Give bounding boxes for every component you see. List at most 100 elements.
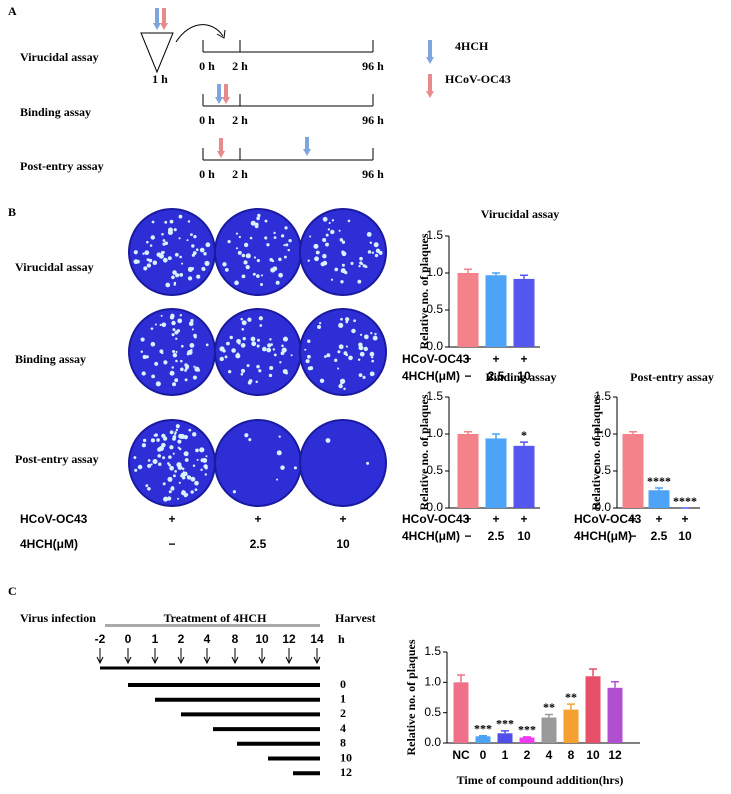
label: − xyxy=(464,369,471,383)
plaque xyxy=(172,349,176,354)
plaque xyxy=(200,468,203,472)
curved-arrow xyxy=(175,24,224,43)
arrow-shaft xyxy=(155,8,159,24)
label: + xyxy=(168,512,175,526)
plaque xyxy=(147,486,151,491)
plaque xyxy=(250,336,256,342)
label: + xyxy=(464,512,471,526)
plaque xyxy=(250,220,256,226)
plaque xyxy=(351,328,356,334)
arrow-head xyxy=(258,656,266,665)
plaque xyxy=(269,338,272,341)
plaque xyxy=(172,328,176,332)
plaque xyxy=(253,256,257,259)
plaque xyxy=(133,250,138,255)
plaque xyxy=(172,452,175,455)
plaque xyxy=(254,222,259,227)
plaque xyxy=(238,235,242,239)
plaque xyxy=(252,272,256,276)
plaque xyxy=(264,219,268,223)
plaque xyxy=(245,253,251,259)
plaque xyxy=(178,447,182,451)
plaque xyxy=(240,317,244,321)
label: C xyxy=(8,584,17,598)
bar xyxy=(497,733,513,743)
plaque xyxy=(326,353,331,358)
plaque xyxy=(256,364,260,369)
label: 1.5 xyxy=(426,228,443,242)
plaque xyxy=(178,237,181,240)
label: 0.5 xyxy=(426,302,443,316)
plaque xyxy=(171,366,174,369)
phase-band xyxy=(105,624,320,627)
plaque xyxy=(175,273,180,278)
plaque xyxy=(366,232,372,237)
label: NC xyxy=(452,748,470,762)
label: − xyxy=(168,537,175,551)
label: Treatment of 4HCH xyxy=(164,611,268,625)
plaque xyxy=(372,335,378,341)
label: Virucidal assay xyxy=(15,260,94,274)
label: 10 xyxy=(517,369,531,383)
label: Harvest xyxy=(335,611,376,625)
label: HCoV-OC43 xyxy=(20,512,88,526)
plaque xyxy=(189,343,195,348)
plaque xyxy=(293,466,297,470)
plaque xyxy=(357,279,362,284)
label: h xyxy=(338,632,345,646)
plaque xyxy=(154,433,158,437)
plaque xyxy=(142,252,145,255)
plaque xyxy=(338,344,344,350)
label: 8 xyxy=(232,632,239,646)
plaque xyxy=(273,231,276,235)
plaque xyxy=(240,372,244,376)
plaque xyxy=(304,348,307,351)
plaque xyxy=(288,239,292,243)
arrow-head xyxy=(303,149,311,156)
plaque xyxy=(280,465,285,470)
label: * xyxy=(521,428,527,442)
label: Post-entry assay xyxy=(20,159,104,173)
plaque xyxy=(271,259,275,263)
plaque xyxy=(307,259,310,262)
label: 0.0 xyxy=(424,735,441,749)
plaque xyxy=(193,333,197,338)
plaque xyxy=(260,274,264,277)
plaque xyxy=(161,232,164,236)
plaque xyxy=(199,247,205,253)
plaque xyxy=(358,264,361,268)
plaque xyxy=(269,365,274,371)
label: 12 xyxy=(282,632,296,646)
plaque xyxy=(362,375,366,379)
plaque xyxy=(317,325,322,329)
plaque xyxy=(272,348,276,351)
plaque xyxy=(151,374,156,379)
plaque xyxy=(222,262,227,267)
plaque xyxy=(171,275,175,280)
label: HCoV-OC43 xyxy=(402,512,470,526)
label: Virus infection xyxy=(20,611,96,625)
label: Binding assay xyxy=(20,105,91,119)
plaque xyxy=(193,234,197,239)
arrow-head xyxy=(426,57,434,64)
plaque xyxy=(145,484,149,488)
label: HCoV-OC43 xyxy=(402,352,470,366)
plaque xyxy=(171,486,175,490)
plaque xyxy=(236,352,240,355)
label: B xyxy=(8,205,16,219)
label: 0 h xyxy=(199,59,215,73)
plaque xyxy=(345,353,349,357)
error-bar xyxy=(464,431,472,434)
plaque xyxy=(262,346,267,352)
label: + xyxy=(520,352,527,366)
plaque xyxy=(367,250,372,254)
plaque xyxy=(275,280,280,285)
plaque xyxy=(192,251,197,255)
plaque xyxy=(162,456,166,460)
plaque xyxy=(194,480,199,486)
plaque xyxy=(258,369,262,373)
plaque xyxy=(325,438,331,443)
plaque xyxy=(142,354,147,360)
plaque xyxy=(205,455,208,458)
error-bar xyxy=(567,703,575,710)
